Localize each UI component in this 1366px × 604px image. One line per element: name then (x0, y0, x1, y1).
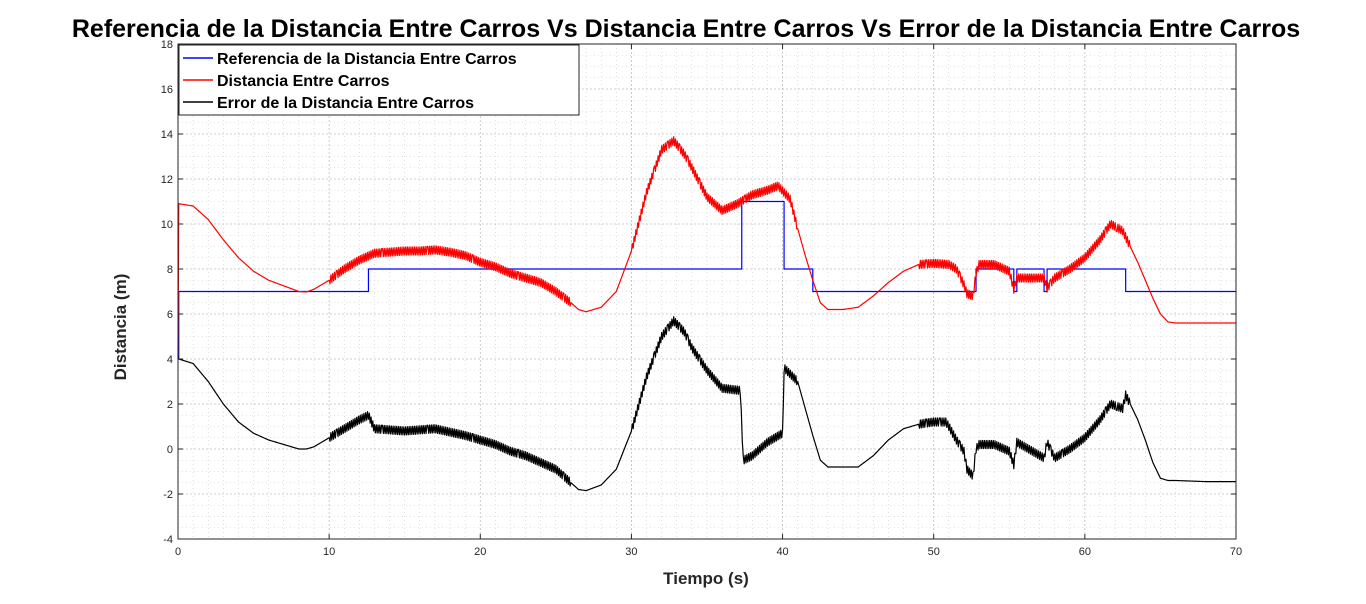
x-tick-label: 20 (474, 546, 486, 558)
legend: Referencia de la Distancia Entre Carros D… (178, 44, 580, 116)
x-tick-label: 10 (323, 546, 335, 558)
y-tick-label: -2 (163, 489, 173, 501)
chart-title: Referencia de la Distancia Entre Carros … (72, 15, 1300, 43)
y-axis-label: Distancia (m) (111, 274, 130, 381)
plot-frame (177, 43, 1237, 540)
y-tick-label: 4 (167, 354, 173, 366)
y-tick-label: 8 (167, 264, 173, 276)
ticks (177, 43, 1237, 540)
legend-box (178, 44, 580, 116)
legend-label-1: Referencia de la Distancia Entre Carros (217, 51, 517, 68)
x-tick-label: 70 (1230, 546, 1242, 558)
x-tick-label: 30 (625, 546, 637, 558)
y-tick-label: 10 (161, 219, 173, 231)
x-tick-label: 40 (776, 546, 788, 558)
y-tick-label: -4 (163, 534, 173, 546)
plot-area (177, 43, 1237, 540)
legend-label-3: Error de la Distancia Entre Carros (217, 95, 474, 112)
x-axis-label: Tiempo (s) (663, 569, 749, 588)
series-layer (177, 136, 1236, 492)
y-tick-labels: -4 -2 0 2 4 6 8 10 12 14 16 18 (161, 39, 173, 546)
x-tick-label: 50 (928, 546, 940, 558)
y-tick-label: 16 (161, 84, 173, 96)
series-line-2 (177, 136, 1236, 360)
y-tick-label: 18 (161, 39, 173, 51)
y-tick-label: 0 (167, 444, 173, 456)
y-tick-label: 12 (161, 174, 173, 186)
legend-label-2: Distancia Entre Carros (217, 73, 390, 90)
x-tick-labels: 0 10 20 30 40 50 60 70 (175, 546, 1242, 558)
series-line-3 (178, 316, 1236, 492)
y-tick-label: 14 (161, 129, 173, 141)
y-tick-label: 6 (167, 309, 173, 321)
x-tick-label: 60 (1079, 546, 1091, 558)
x-tick-label: 0 (175, 546, 181, 558)
y-tick-label: 2 (167, 399, 173, 411)
